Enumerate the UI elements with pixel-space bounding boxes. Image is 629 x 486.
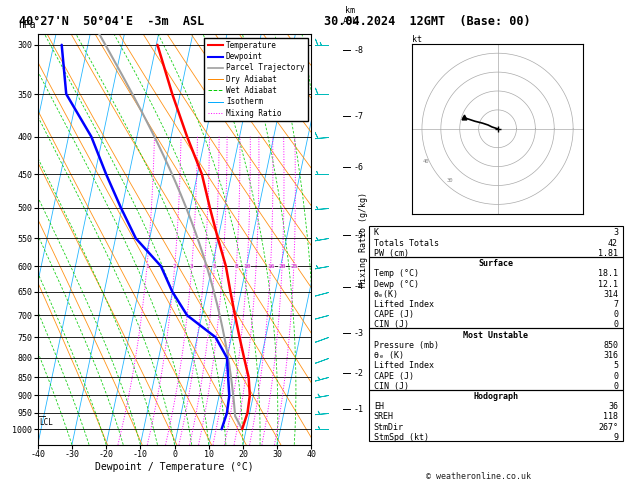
Bar bbox=[369, 328, 623, 390]
Legend: Temperature, Dewpoint, Parcel Trajectory, Dry Adiabat, Wet Adiabat, Isotherm, Mi: Temperature, Dewpoint, Parcel Trajectory… bbox=[204, 38, 308, 121]
Text: SREH: SREH bbox=[374, 413, 394, 421]
Text: 316: 316 bbox=[603, 351, 618, 360]
Text: Surface: Surface bbox=[479, 259, 513, 268]
Text: 36: 36 bbox=[608, 402, 618, 411]
Text: Lifted Index: Lifted Index bbox=[374, 362, 434, 370]
Text: -6: -6 bbox=[353, 163, 363, 172]
Bar bbox=[369, 390, 623, 441]
Text: 3: 3 bbox=[190, 263, 194, 269]
Text: Pressure (mb): Pressure (mb) bbox=[374, 341, 439, 350]
Text: θₑ(K): θₑ(K) bbox=[374, 290, 399, 299]
Text: 314: 314 bbox=[603, 290, 618, 299]
Text: CIN (J): CIN (J) bbox=[374, 320, 409, 330]
Text: 118: 118 bbox=[603, 413, 618, 421]
Text: Dewp (°C): Dewp (°C) bbox=[374, 279, 419, 289]
Text: 5: 5 bbox=[613, 362, 618, 370]
Text: 40: 40 bbox=[423, 159, 429, 164]
Text: 20: 20 bbox=[279, 263, 286, 269]
Text: CAPE (J): CAPE (J) bbox=[374, 310, 414, 319]
Text: -5: -5 bbox=[353, 231, 363, 240]
Text: 1: 1 bbox=[145, 263, 149, 269]
Text: K: K bbox=[374, 228, 379, 238]
Text: 7: 7 bbox=[613, 300, 618, 309]
Text: StmSpd (kt): StmSpd (kt) bbox=[374, 433, 429, 442]
Text: 1.81: 1.81 bbox=[598, 249, 618, 258]
Text: θₑ (K): θₑ (K) bbox=[374, 351, 404, 360]
Text: PW (cm): PW (cm) bbox=[374, 249, 409, 258]
Text: 12.1: 12.1 bbox=[598, 279, 618, 289]
Text: Lifted Index: Lifted Index bbox=[374, 300, 434, 309]
Text: -4: -4 bbox=[353, 282, 363, 291]
Text: hPa: hPa bbox=[19, 20, 36, 30]
Text: km
ASL: km ASL bbox=[343, 6, 358, 26]
Text: 4: 4 bbox=[203, 263, 206, 269]
X-axis label: Dewpoint / Temperature (°C): Dewpoint / Temperature (°C) bbox=[95, 462, 254, 472]
Text: 30: 30 bbox=[447, 178, 454, 183]
Text: Hodograph: Hodograph bbox=[474, 392, 518, 401]
Text: -7: -7 bbox=[353, 112, 363, 121]
Text: 5: 5 bbox=[213, 263, 216, 269]
Text: Mixing Ratio (g/kg): Mixing Ratio (g/kg) bbox=[359, 192, 368, 287]
Text: 267°: 267° bbox=[598, 423, 618, 432]
Text: -2: -2 bbox=[353, 369, 363, 378]
Text: -3: -3 bbox=[353, 329, 363, 337]
Text: Totals Totals: Totals Totals bbox=[374, 239, 439, 248]
Bar bbox=[369, 226, 623, 257]
Text: 40°27'N  50°04'E  -3m  ASL: 40°27'N 50°04'E -3m ASL bbox=[19, 15, 204, 28]
Text: © weatheronline.co.uk: © weatheronline.co.uk bbox=[426, 472, 530, 481]
Text: 850: 850 bbox=[603, 341, 618, 350]
Text: 0: 0 bbox=[613, 382, 618, 391]
Text: 0: 0 bbox=[613, 320, 618, 330]
Text: -1: -1 bbox=[353, 405, 363, 414]
Text: 2: 2 bbox=[173, 263, 177, 269]
Text: 9: 9 bbox=[613, 433, 618, 442]
Text: 0: 0 bbox=[613, 372, 618, 381]
Text: 25: 25 bbox=[290, 263, 298, 269]
Text: Most Unstable: Most Unstable bbox=[464, 330, 528, 340]
Text: -8: -8 bbox=[353, 46, 363, 54]
Text: EH: EH bbox=[374, 402, 384, 411]
Text: 30.04.2024  12GMT  (Base: 00): 30.04.2024 12GMT (Base: 00) bbox=[324, 15, 530, 28]
Text: CAPE (J): CAPE (J) bbox=[374, 372, 414, 381]
Text: 18.1: 18.1 bbox=[598, 269, 618, 278]
Text: LCL: LCL bbox=[40, 418, 53, 427]
Text: CIN (J): CIN (J) bbox=[374, 382, 409, 391]
Text: 10: 10 bbox=[243, 263, 251, 269]
Text: 42: 42 bbox=[608, 239, 618, 248]
Bar bbox=[369, 257, 623, 328]
Text: StmDir: StmDir bbox=[374, 423, 404, 432]
Text: 8: 8 bbox=[235, 263, 238, 269]
Text: 3: 3 bbox=[613, 228, 618, 238]
Text: Temp (°C): Temp (°C) bbox=[374, 269, 419, 278]
Text: kt: kt bbox=[413, 35, 423, 44]
Text: 16: 16 bbox=[267, 263, 274, 269]
Text: 0: 0 bbox=[613, 310, 618, 319]
